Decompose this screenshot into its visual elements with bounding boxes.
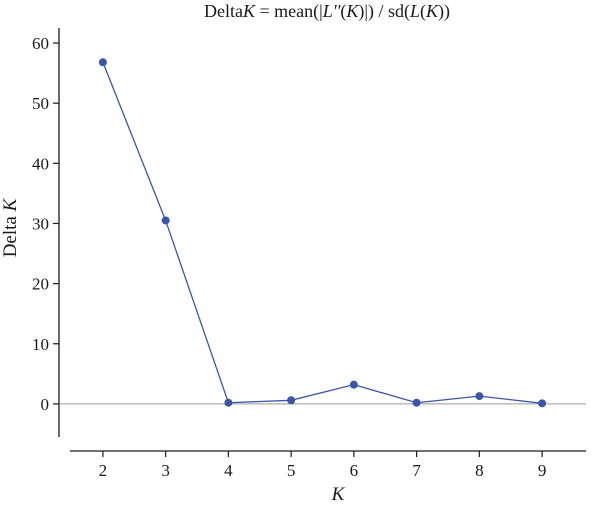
data-point xyxy=(98,58,107,67)
text-part: ( xyxy=(420,1,426,22)
x-tick-label: 8 xyxy=(475,461,484,480)
y-tick-label: 20 xyxy=(32,275,49,294)
data-point xyxy=(224,398,233,407)
text-part: Delta xyxy=(204,1,243,21)
x-tick-label: 6 xyxy=(350,461,359,480)
text-part: L xyxy=(409,1,420,21)
x-axis-ticks: 2 3 4 5 6 7 8 9 xyxy=(99,451,547,480)
y-tick-label: 10 xyxy=(32,335,49,354)
y-tick-label: 40 xyxy=(32,154,49,173)
text-part: Delta xyxy=(0,211,21,257)
y-tick-label: 0 xyxy=(41,395,50,414)
text-part: = mean(| xyxy=(255,1,323,22)
x-tick-label: 9 xyxy=(538,461,547,480)
text-part: ( xyxy=(340,1,346,22)
text-part: )) xyxy=(438,1,450,22)
x-axis-title: K xyxy=(331,484,346,505)
x-tick-label: 7 xyxy=(412,461,421,480)
y-tick-label: 60 xyxy=(32,34,49,53)
x-tick-label: 4 xyxy=(224,461,233,480)
data-point xyxy=(287,396,296,405)
series-line xyxy=(102,62,543,404)
data-point xyxy=(538,399,547,408)
chart-title: DeltaK = mean(|L''(K)|) / sd(L(K)) xyxy=(204,1,450,22)
text-part: K xyxy=(425,1,439,21)
text-part: K xyxy=(0,197,21,212)
x-tick-label: 5 xyxy=(287,461,296,480)
y-tick-label: 30 xyxy=(32,214,49,233)
series-group xyxy=(98,58,547,408)
y-axis-title: Delta K xyxy=(0,197,21,257)
data-point xyxy=(349,380,358,389)
text-part: K xyxy=(345,1,359,21)
x-tick-label: 2 xyxy=(99,461,108,480)
data-point xyxy=(475,392,484,401)
data-point xyxy=(412,398,421,407)
x-tick-label: 3 xyxy=(161,461,170,480)
data-point xyxy=(161,216,170,225)
text-part: K xyxy=(242,1,256,21)
y-tick-label: 50 xyxy=(32,94,49,113)
text-part: )|) / sd( xyxy=(358,1,410,22)
y-axis-ticks: 0 10 20 30 40 50 60 xyxy=(32,34,59,414)
text-part: L'' xyxy=(322,1,342,21)
